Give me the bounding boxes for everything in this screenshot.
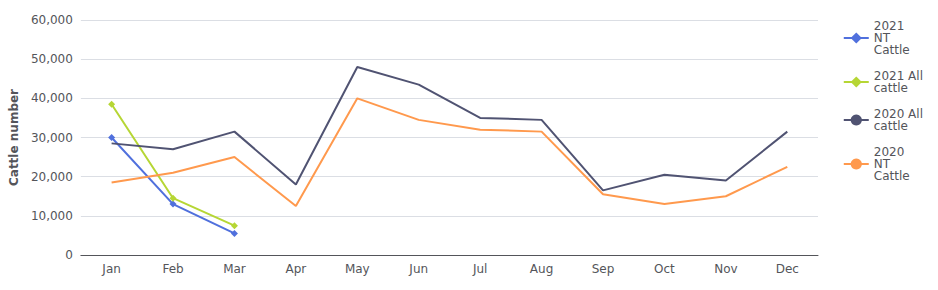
svg-text:Jan: Jan bbox=[101, 262, 121, 276]
svg-text:Jul: Jul bbox=[472, 262, 487, 276]
svg-text:0: 0 bbox=[65, 248, 73, 262]
svg-text:Dec: Dec bbox=[776, 262, 799, 276]
svg-text:Cattle: Cattle bbox=[874, 169, 910, 183]
svg-text:NT: NT bbox=[873, 31, 891, 45]
svg-text:Aug: Aug bbox=[530, 262, 553, 276]
svg-text:20,000: 20,000 bbox=[31, 170, 73, 184]
svg-text:Cattle number: Cattle number bbox=[7, 89, 21, 186]
svg-text:40,000: 40,000 bbox=[31, 91, 73, 105]
svg-text:2020: 2020 bbox=[873, 145, 905, 159]
svg-text:50,000: 50,000 bbox=[31, 52, 73, 66]
svg-text:Apr: Apr bbox=[285, 262, 306, 276]
svg-text:2021: 2021 bbox=[873, 19, 905, 33]
svg-text:2020 All: 2020 All bbox=[873, 107, 923, 121]
svg-text:Cattle: Cattle bbox=[874, 43, 910, 57]
svg-text:Sep: Sep bbox=[592, 262, 615, 276]
svg-text:Nov: Nov bbox=[714, 262, 737, 276]
svg-text:Mar: Mar bbox=[223, 262, 246, 276]
svg-text:10,000: 10,000 bbox=[31, 209, 73, 223]
svg-text:NT: NT bbox=[873, 157, 891, 171]
svg-text:Oct: Oct bbox=[654, 262, 675, 276]
svg-text:May: May bbox=[345, 262, 370, 276]
svg-text:Feb: Feb bbox=[162, 262, 183, 276]
svg-text:Jun: Jun bbox=[408, 262, 428, 276]
svg-text:30,000: 30,000 bbox=[31, 131, 73, 145]
svg-text:cattle: cattle bbox=[874, 81, 908, 95]
svg-text:60,000: 60,000 bbox=[31, 13, 73, 27]
svg-text:cattle: cattle bbox=[874, 119, 908, 133]
svg-text:2021 All: 2021 All bbox=[873, 69, 923, 83]
